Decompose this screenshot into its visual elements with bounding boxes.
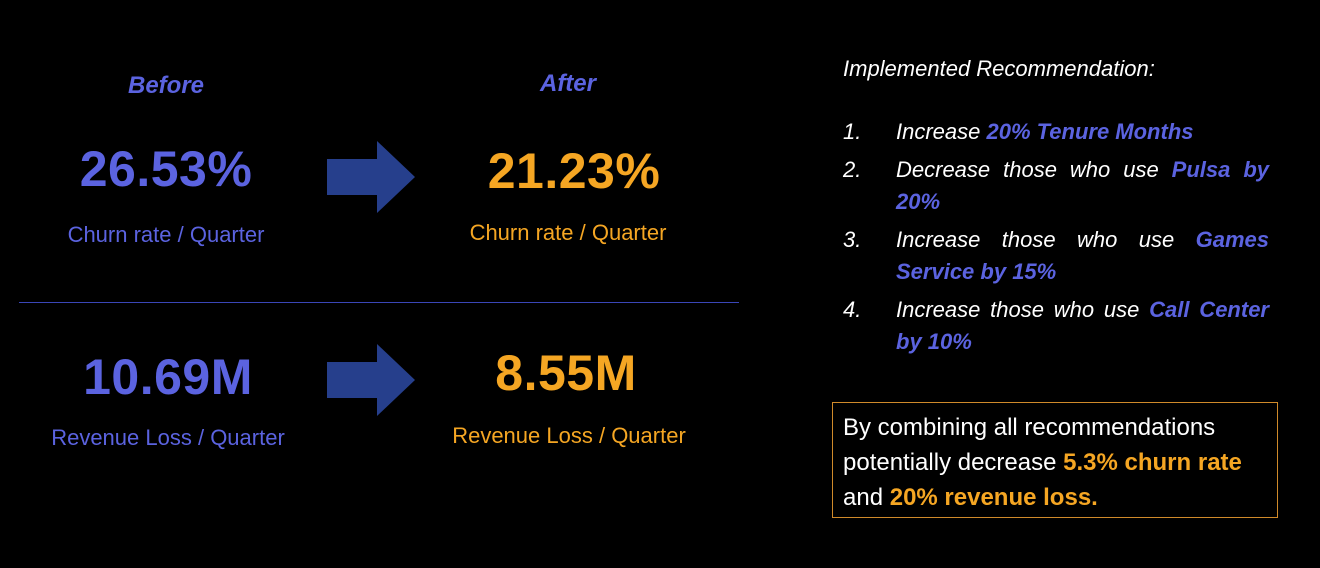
before-churn-value: 26.53% — [79, 141, 253, 197]
list-item-text: Decrease those who use Pulsa by 20% — [896, 157, 1269, 214]
after-loss-caption: Revenue Loss / Quarter — [452, 423, 686, 448]
right-arrow-icon — [327, 141, 415, 213]
right-arrow-icon — [327, 344, 415, 416]
list-item-text: Increase those who use Games Service by … — [896, 227, 1269, 284]
list-item-number: 4. — [843, 297, 862, 322]
section-divider — [19, 302, 739, 303]
recommendations-list: 1. Increase 20% Tenure Months 2. Decreas… — [843, 116, 1269, 364]
summary-connector: and — [843, 484, 890, 511]
list-item-text: Increase 20% Tenure Months — [896, 119, 1194, 144]
list-item-number: 1. — [843, 119, 862, 144]
list-item: 2. Decrease those who use Pulsa by 20% — [843, 154, 1269, 218]
before-loss-value: 10.69M — [83, 349, 253, 405]
before-churn-caption: Churn rate / Quarter — [67, 222, 265, 247]
after-churn-value: 21.23% — [487, 143, 661, 199]
list-item: 1. Increase 20% Tenure Months — [843, 116, 1269, 148]
after-loss-value: 8.55M — [495, 345, 637, 401]
list-item-text: Increase those who use Call Center by 10… — [896, 297, 1269, 354]
summary-text: By combining all recommendations potenti… — [843, 414, 1216, 476]
list-item: 3. Increase those who use Games Service … — [843, 224, 1269, 288]
before-loss-caption: Revenue Loss / Quarter — [51, 425, 285, 450]
summary-box: By combining all recommendations potenti… — [832, 402, 1278, 518]
after-heading: After — [539, 70, 596, 97]
before-heading: Before — [127, 72, 205, 99]
after-churn-caption: Churn rate / Quarter — [469, 220, 667, 245]
summary-churn-highlight: 5.3% churn rate — [1063, 449, 1242, 476]
list-item-number: 2. — [843, 157, 862, 182]
summary-revenue-highlight: 20% revenue loss. — [889, 484, 1098, 511]
recommendations-title: Implemented Recommendation: — [843, 56, 1155, 81]
list-item: 4. Increase those who use Call Center by… — [843, 294, 1269, 358]
list-item-number: 3. — [843, 227, 862, 252]
